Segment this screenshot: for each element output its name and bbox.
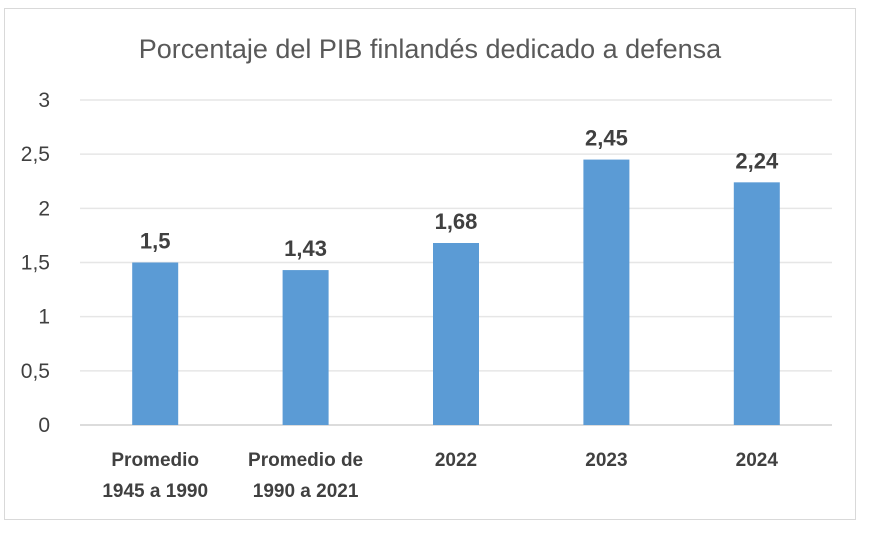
gridlines bbox=[80, 99, 832, 426]
bar bbox=[132, 262, 179, 425]
category-label: 2024 bbox=[736, 450, 779, 471]
category-label: Promedio de bbox=[248, 450, 363, 471]
category-label: Promedio bbox=[111, 450, 199, 471]
data-label: 2,24 bbox=[735, 148, 779, 173]
data-label: 1,5 bbox=[140, 229, 171, 254]
y-axis-ticks: 0 0,5 1 1,5 2 2,5 3 bbox=[21, 89, 50, 437]
y-tick-label: 3 bbox=[38, 89, 50, 112]
data-label: 1,68 bbox=[435, 209, 478, 234]
data-label: 1,43 bbox=[284, 236, 327, 261]
bar bbox=[733, 182, 780, 425]
category-label: 1945 a 1990 bbox=[102, 481, 208, 502]
bar bbox=[282, 270, 329, 425]
y-tick-label: 0 bbox=[38, 414, 50, 437]
chart-title: Porcentaje del PIB finlandés dedicado a … bbox=[139, 34, 722, 64]
bar bbox=[583, 159, 630, 426]
bars bbox=[132, 159, 780, 426]
category-label: 2023 bbox=[585, 450, 627, 471]
bar bbox=[433, 243, 479, 425]
y-tick-label: 1 bbox=[38, 306, 50, 329]
y-tick-label: 0,5 bbox=[21, 360, 50, 383]
data-label: 2,45 bbox=[585, 126, 628, 151]
x-axis-categories: Promedio 1945 a 1990 Promedio de 1990 a 202… bbox=[102, 450, 778, 502]
category-label: 2022 bbox=[435, 450, 477, 471]
category-label: 1990 a 2021 bbox=[253, 481, 359, 502]
y-tick-label: 2,5 bbox=[21, 143, 50, 166]
data-labels: 1,5 1,43 1,68 2,45 2,24 bbox=[140, 126, 779, 262]
y-tick-label: 2 bbox=[38, 197, 50, 220]
y-tick-label: 1,5 bbox=[21, 252, 50, 275]
